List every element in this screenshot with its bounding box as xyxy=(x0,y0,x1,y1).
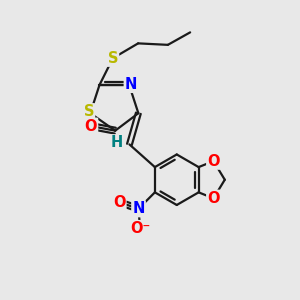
Text: O⁻: O⁻ xyxy=(130,221,150,236)
Text: N: N xyxy=(125,77,137,92)
Text: H: H xyxy=(111,135,123,150)
Text: O: O xyxy=(85,119,97,134)
Text: N: N xyxy=(132,201,145,216)
Text: O: O xyxy=(113,195,125,210)
Text: O: O xyxy=(207,191,220,206)
Text: S: S xyxy=(84,104,94,119)
Text: O: O xyxy=(207,154,220,169)
Text: S: S xyxy=(108,51,118,66)
